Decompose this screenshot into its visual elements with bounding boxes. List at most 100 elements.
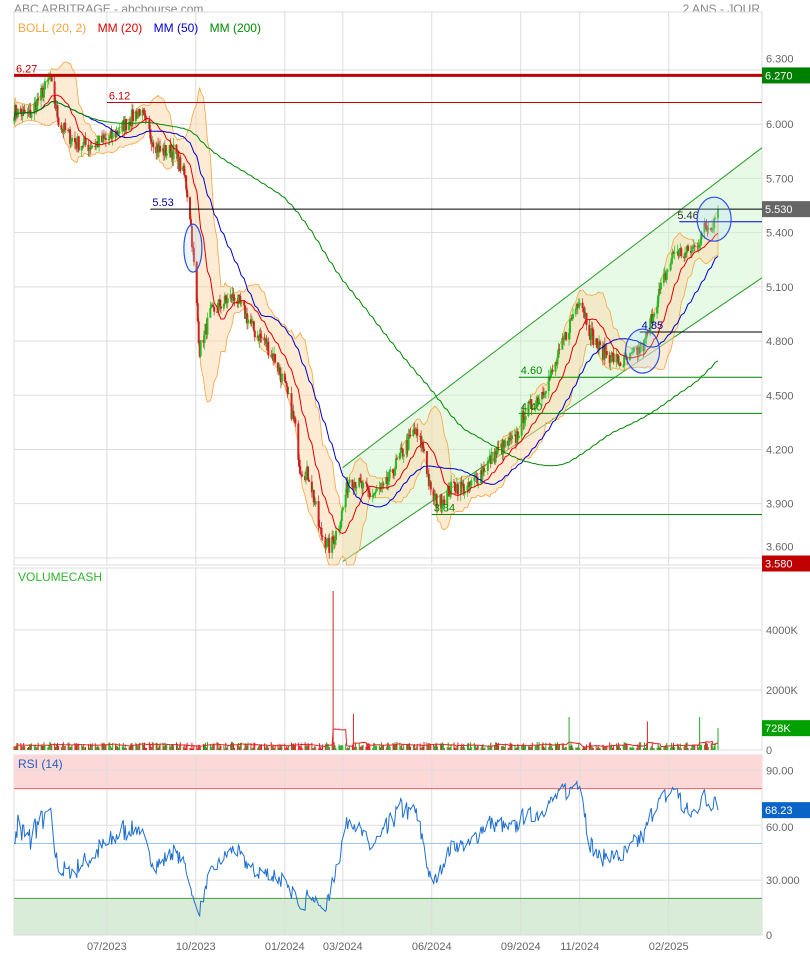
volume-bar (22, 746, 24, 750)
volume-bar (265, 745, 267, 750)
candle-body (388, 471, 391, 482)
volume-bar (555, 743, 557, 750)
volume-bar (97, 746, 99, 750)
candle-body (259, 333, 262, 338)
candle-body (523, 420, 526, 424)
volume-bar (680, 748, 682, 750)
volume-bar (657, 744, 659, 750)
candle-body (714, 218, 717, 220)
candle-body (713, 219, 716, 229)
volume-bar (271, 745, 273, 750)
candle-body (46, 79, 49, 82)
volume-bar (101, 742, 103, 750)
candle-body (710, 227, 713, 231)
y-tick-label: 3.900 (766, 499, 794, 511)
candle-body (596, 338, 599, 348)
volume-bar (624, 742, 626, 750)
candle-body (102, 135, 105, 139)
volume-bar (697, 745, 699, 750)
volume-bar (592, 748, 594, 750)
candle-body (210, 305, 213, 309)
volume-bar (595, 745, 597, 750)
volume-bar (453, 742, 455, 750)
volume-bar (166, 743, 168, 750)
candle-body (108, 135, 111, 139)
volume-bar (382, 745, 384, 750)
volume-bar (338, 744, 340, 750)
candle-body (186, 189, 189, 198)
volume-bar (529, 746, 531, 750)
volume-bar (502, 745, 504, 750)
volume-bar (435, 743, 437, 750)
volume-bar (699, 717, 701, 750)
volume-bar (327, 744, 329, 750)
volume-bar (68, 743, 70, 750)
volume-bar (306, 746, 308, 750)
volume-bar (328, 747, 330, 750)
candle-body (310, 481, 313, 493)
rsi-overbought-zone (14, 755, 762, 789)
volume-bar (143, 744, 145, 750)
candle-body (325, 546, 328, 548)
candle-body (197, 321, 200, 344)
volume-bar (409, 743, 411, 750)
volume-bar (430, 744, 432, 750)
candle-body (448, 485, 451, 497)
volume-bar (139, 742, 141, 750)
candle-body (649, 318, 652, 335)
volume-bar (165, 744, 167, 750)
volume-bar (115, 744, 117, 750)
candle-body (159, 145, 162, 152)
candle-body (90, 147, 93, 150)
candle-body (23, 109, 26, 114)
volume-bar (210, 746, 212, 750)
candle-body (301, 474, 304, 477)
volume-bar (176, 745, 178, 750)
volume-bar (33, 746, 35, 750)
candle-body (412, 429, 415, 436)
volume-bar (467, 743, 469, 750)
candle-body (508, 437, 511, 446)
candle-body (659, 282, 662, 290)
candle-body (70, 141, 73, 144)
volume-bar (670, 747, 672, 750)
volume-bar (704, 742, 706, 750)
candle-body (516, 431, 519, 438)
volume-bar (643, 748, 645, 750)
candle-body (658, 288, 661, 296)
volume-bar (292, 743, 294, 750)
candle-body (196, 303, 199, 322)
volume-bar (14, 748, 16, 750)
volume-bar (710, 743, 712, 750)
candle-body (165, 153, 168, 156)
volume-bar (409, 746, 411, 750)
volume-bar (70, 746, 72, 750)
highlight-circle (183, 223, 203, 273)
volume-bar (414, 748, 416, 750)
volume-bar (284, 743, 286, 750)
candle-body (317, 501, 320, 527)
candle-body (592, 329, 595, 345)
candle-body (704, 222, 707, 226)
volume-bar (291, 742, 293, 750)
volume-bar (277, 744, 279, 750)
candle-body (544, 391, 547, 394)
volume-bar (57, 745, 59, 750)
volume-bar (335, 748, 337, 750)
volume-bar (563, 748, 565, 750)
candle-body (283, 373, 286, 381)
volume-bar (649, 747, 651, 750)
candle-body (504, 440, 507, 447)
volume-bar (128, 747, 130, 750)
y-tick-label: 6.300 (766, 53, 794, 65)
candle-body (582, 308, 585, 312)
volume-bar (442, 743, 444, 750)
volume-bar (683, 746, 685, 750)
volume-bar (701, 744, 703, 750)
rsi-oversold-zone (14, 898, 762, 935)
volume-bar (71, 745, 73, 750)
volume-bar (394, 742, 396, 750)
volume-bar (509, 742, 511, 750)
candle-body (14, 104, 17, 116)
